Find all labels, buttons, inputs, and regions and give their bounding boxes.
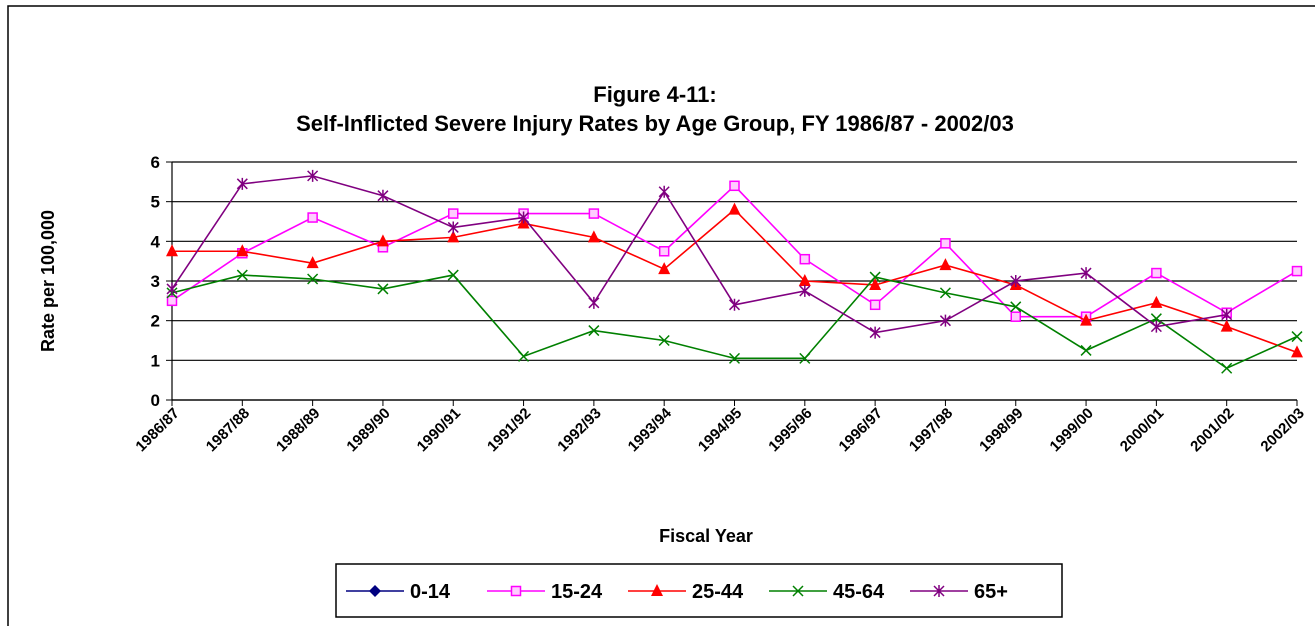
marker <box>1291 331 1303 343</box>
marker <box>729 180 740 192</box>
marker <box>1010 311 1021 322</box>
marker <box>1221 362 1233 374</box>
marker <box>939 314 951 327</box>
marker <box>658 334 670 347</box>
marker <box>587 230 600 243</box>
marker <box>1150 320 1162 333</box>
y-tick-label: 4 <box>151 232 161 251</box>
marker <box>939 258 952 271</box>
series-line <box>171 175 1227 334</box>
y-tick-label: 1 <box>151 351 160 370</box>
marker <box>728 202 741 215</box>
marker <box>1010 275 1022 287</box>
marker <box>236 244 249 257</box>
marker <box>1221 308 1233 321</box>
marker <box>518 350 530 362</box>
y-axis-label: Rate per 100,000 <box>38 210 58 352</box>
legend-marker <box>651 584 663 596</box>
marker <box>869 277 882 290</box>
marker <box>869 271 881 283</box>
marker <box>869 326 881 339</box>
marker <box>448 208 459 219</box>
y-tick-label: 6 <box>151 153 160 172</box>
marker <box>728 298 741 311</box>
marker <box>1010 301 1022 313</box>
marker <box>1291 345 1303 358</box>
marker <box>377 283 389 295</box>
legend-label: 65+ <box>974 581 1008 603</box>
legend-label: 25-44 <box>692 581 744 603</box>
legend-label: 0-14 <box>410 581 451 603</box>
marker <box>940 238 951 249</box>
marker <box>588 296 600 309</box>
marker <box>1220 319 1233 332</box>
marker <box>799 352 811 364</box>
legend-label: 45-64 <box>833 581 885 603</box>
y-tick-label: 3 <box>151 272 160 291</box>
marker <box>939 287 951 299</box>
y-tick-label: 2 <box>151 312 160 331</box>
marker <box>588 325 600 337</box>
legend-marker <box>933 585 945 597</box>
marker <box>518 211 530 224</box>
legend-marker <box>510 585 522 597</box>
x-axis-label: Fiscal Year <box>659 526 753 546</box>
marker <box>799 253 811 265</box>
marker <box>1150 313 1162 325</box>
y-tick-label: 0 <box>151 391 160 410</box>
marker <box>447 269 459 281</box>
marker <box>1080 313 1093 326</box>
marker <box>588 208 600 219</box>
marker <box>377 189 389 202</box>
marker <box>166 295 178 307</box>
marker <box>447 221 459 234</box>
chart-title: Figure 4-11: <box>593 82 716 107</box>
marker <box>1150 295 1163 308</box>
marker <box>728 352 741 364</box>
marker <box>236 269 248 281</box>
marker <box>798 274 811 286</box>
marker <box>658 262 671 275</box>
marker <box>658 246 670 257</box>
y-tick-label: 5 <box>151 193 160 212</box>
marker <box>658 185 670 198</box>
marker <box>1080 344 1092 356</box>
marker <box>1291 265 1303 277</box>
marker <box>869 299 881 311</box>
legend-label: 15-24 <box>551 581 603 603</box>
marker <box>1080 267 1092 280</box>
marker <box>307 169 319 182</box>
marker <box>447 230 460 243</box>
legend-marker <box>792 585 804 597</box>
marker <box>307 212 318 223</box>
marker <box>236 177 248 190</box>
marker <box>799 284 811 297</box>
marker <box>1151 267 1162 279</box>
marker <box>376 234 389 247</box>
marker <box>166 282 178 295</box>
marker <box>307 273 319 285</box>
marker <box>306 256 319 269</box>
legend-marker <box>369 585 381 597</box>
chart-subtitle: Self-Inflicted Severe Injury Rates by Ag… <box>296 111 1014 136</box>
marker <box>166 244 178 257</box>
